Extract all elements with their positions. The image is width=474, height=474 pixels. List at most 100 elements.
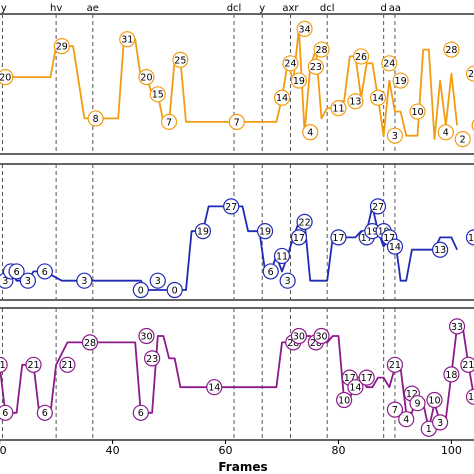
x-tick-label: 60 bbox=[219, 444, 233, 457]
state-label: 20 bbox=[0, 73, 11, 84]
state-label: 24 bbox=[383, 59, 395, 70]
state-label: 21 bbox=[0, 360, 6, 371]
state-marker bbox=[302, 124, 319, 141]
state-marker bbox=[330, 229, 347, 246]
state-label: 14 bbox=[208, 383, 220, 394]
state-label: 17 bbox=[332, 233, 344, 244]
state-label: 2 bbox=[460, 135, 466, 146]
state-label: 24 bbox=[284, 59, 296, 70]
state-label: 14 bbox=[389, 242, 401, 253]
phone-label: ae bbox=[87, 3, 99, 14]
state-label: 20 bbox=[140, 73, 152, 84]
state-marker bbox=[138, 69, 155, 86]
state-marker bbox=[282, 55, 299, 72]
state-label: 9 bbox=[415, 399, 421, 410]
state-marker bbox=[87, 110, 104, 127]
state-label: 3 bbox=[2, 276, 8, 287]
state-marker bbox=[0, 356, 8, 373]
state-marker bbox=[448, 318, 466, 335]
state-label: 28 bbox=[445, 45, 457, 56]
state-label: 19 bbox=[197, 227, 209, 238]
state-label: 21 bbox=[462, 360, 474, 371]
state-marker bbox=[460, 356, 474, 373]
state-label: 12 bbox=[406, 389, 418, 400]
state-marker bbox=[132, 404, 149, 421]
state-label: 11 bbox=[332, 104, 344, 115]
state-label: 3 bbox=[285, 276, 291, 287]
state-label: 4 bbox=[443, 128, 449, 139]
state-label: 6 bbox=[14, 267, 20, 278]
state-label: 3 bbox=[81, 276, 87, 287]
state-label: 0 bbox=[172, 285, 178, 296]
state-marker bbox=[290, 229, 308, 246]
state-marker bbox=[336, 391, 353, 409]
state-label: 23 bbox=[146, 354, 158, 365]
state-marker bbox=[352, 48, 370, 65]
state-marker bbox=[76, 272, 93, 289]
panel-frame bbox=[0, 307, 474, 441]
state-marker bbox=[273, 89, 291, 106]
state-marker bbox=[432, 414, 449, 431]
state-marker bbox=[149, 272, 166, 289]
state-marker bbox=[273, 247, 291, 265]
state-label: 6 bbox=[2, 408, 8, 419]
state-label: 18 bbox=[445, 370, 457, 381]
state-label: 10 bbox=[411, 107, 423, 118]
state-marker bbox=[392, 72, 409, 89]
state-label: 33 bbox=[451, 322, 463, 333]
state-label: 19 bbox=[259, 227, 271, 238]
state-marker bbox=[279, 272, 296, 289]
state-label: 13 bbox=[434, 245, 446, 256]
state-label: 30 bbox=[140, 331, 152, 342]
x-axis-title: Frames bbox=[218, 460, 267, 474]
state-marker bbox=[443, 41, 460, 58]
state-marker bbox=[223, 198, 240, 215]
state-label: 7 bbox=[234, 117, 240, 128]
phone-label: axr bbox=[282, 3, 299, 14]
state-marker bbox=[454, 131, 471, 148]
state-label: 21 bbox=[468, 69, 474, 80]
state-label: 26 bbox=[355, 52, 367, 63]
state-marker bbox=[347, 93, 364, 110]
state-label: 28 bbox=[84, 338, 96, 349]
state-marker bbox=[369, 198, 387, 215]
state-marker bbox=[172, 51, 189, 68]
state-label: 13 bbox=[349, 97, 361, 108]
state-label: 6 bbox=[138, 408, 144, 419]
state-label: 31 bbox=[121, 35, 133, 46]
state-label: 19 bbox=[366, 227, 378, 238]
state-marker bbox=[369, 89, 387, 106]
state-label: 11 bbox=[468, 392, 474, 403]
state-label: 30 bbox=[293, 331, 305, 342]
state-marker bbox=[0, 404, 14, 421]
state-label: 4 bbox=[403, 415, 409, 426]
state-marker bbox=[228, 113, 245, 130]
state-marker bbox=[262, 263, 279, 280]
state-marker bbox=[19, 272, 36, 289]
state-label: 30 bbox=[315, 331, 327, 342]
state-marker bbox=[386, 401, 404, 418]
state-label: 7 bbox=[166, 117, 172, 128]
state-marker bbox=[437, 124, 454, 141]
state-label: 6 bbox=[42, 408, 48, 419]
state-marker bbox=[358, 369, 375, 386]
state-label: 3 bbox=[25, 276, 31, 287]
state-marker bbox=[409, 395, 426, 412]
state-label: 17 bbox=[344, 373, 356, 384]
state-marker bbox=[290, 72, 308, 89]
state-marker bbox=[36, 263, 53, 280]
state-label: 7 bbox=[392, 405, 398, 416]
state-marker bbox=[465, 388, 474, 405]
state-label: 21 bbox=[61, 360, 73, 371]
state-marker bbox=[307, 58, 324, 75]
panel-frame bbox=[0, 163, 474, 301]
state-marker bbox=[59, 356, 76, 373]
state-label: 3 bbox=[392, 131, 398, 142]
state-marker bbox=[290, 327, 308, 345]
state-label: 23 bbox=[310, 62, 322, 73]
state-marker bbox=[347, 379, 364, 396]
state-marker bbox=[426, 391, 443, 409]
state-label: 17 bbox=[383, 233, 395, 244]
state-label: 27 bbox=[225, 202, 237, 213]
state-label: 8 bbox=[93, 114, 99, 125]
